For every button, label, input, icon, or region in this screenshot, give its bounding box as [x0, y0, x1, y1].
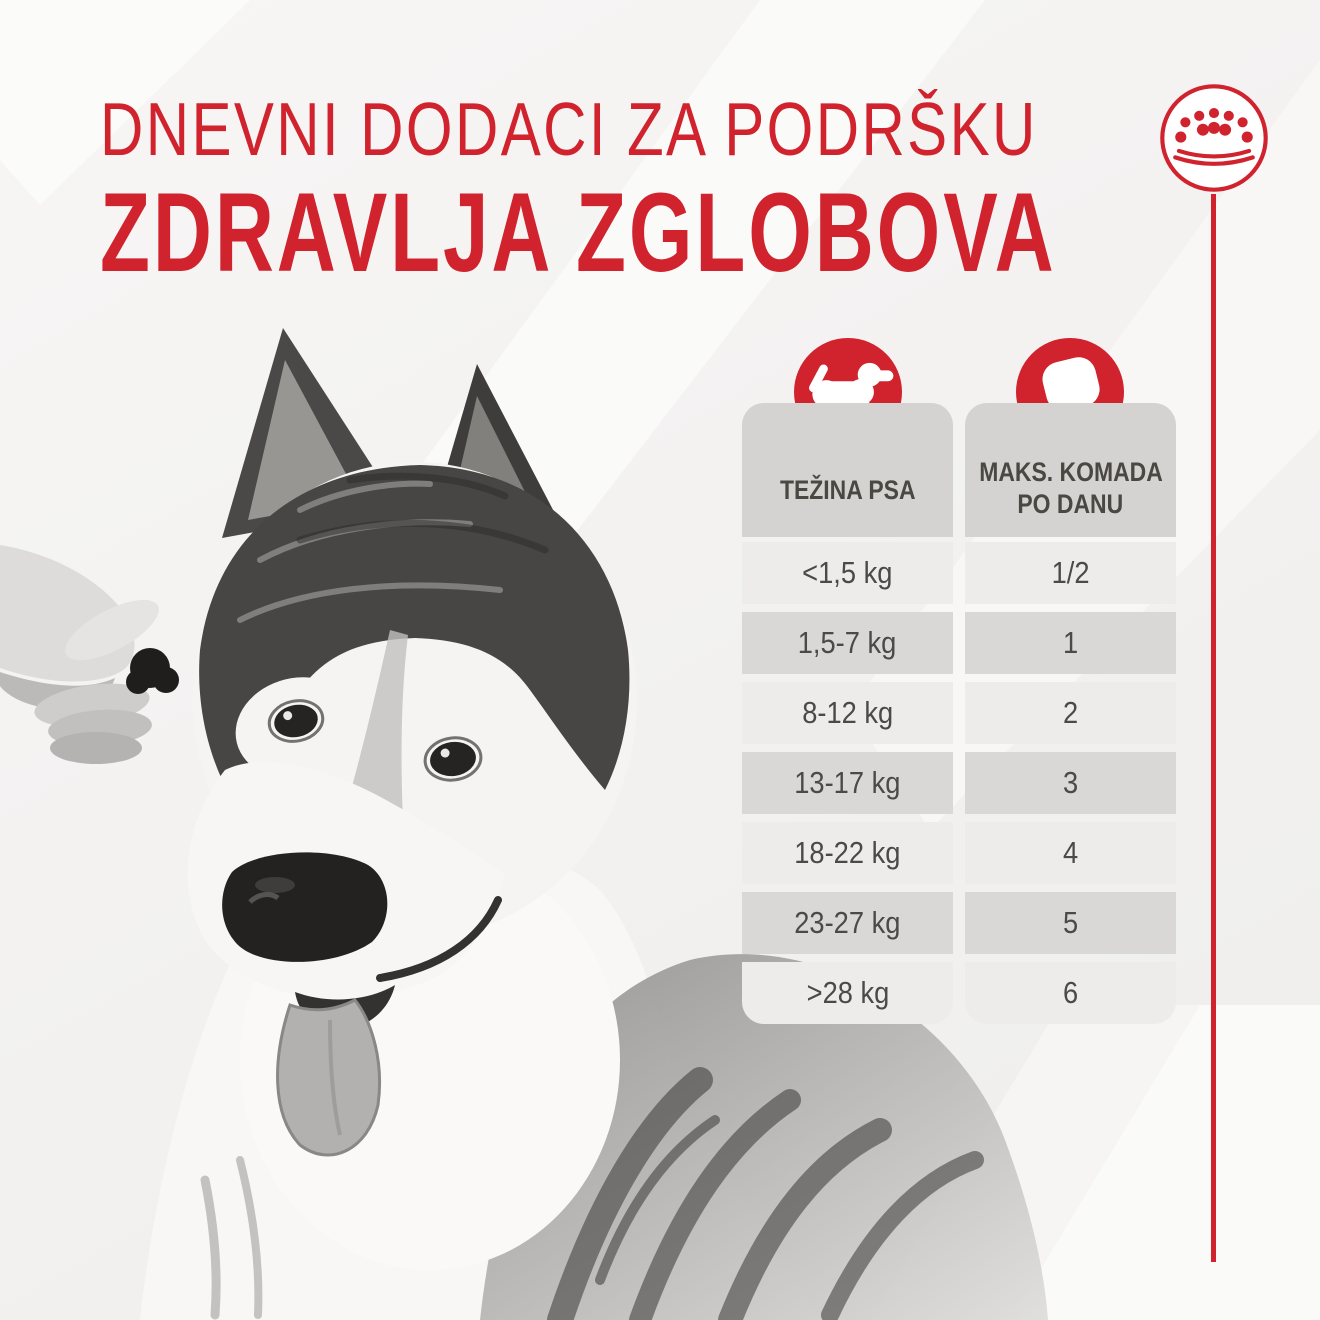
- pieces-cell: 6: [965, 962, 1176, 1024]
- table-row: 8-12 kg 2: [742, 682, 1176, 744]
- table-row: >28 kg 6: [742, 962, 1176, 1024]
- crown-dots: [1175, 108, 1253, 143]
- pieces-cell: 2: [965, 682, 1176, 744]
- pieces-cell: 1/2: [965, 542, 1176, 604]
- dog-back-fur: [200, 954, 1048, 1320]
- background-chevron: [1010, 1005, 1320, 1320]
- header-max-pieces-line2: PO DANU: [1017, 489, 1124, 520]
- red-vertical-line: [1211, 194, 1216, 1262]
- dog-fur-streaks-dark: [296, 472, 549, 554]
- table-rows: <1,5 kg 1/2 1,5-7 kg 1 8-12 kg 2 13-17 k…: [742, 542, 1176, 1024]
- weight-cell: 8-12 kg: [742, 682, 953, 744]
- table-row: 1,5-7 kg 1: [742, 612, 1176, 674]
- header-max-pieces: MAKS. KOMADA PO DANU: [965, 403, 1176, 537]
- husky-dog-photo: [0, 328, 1048, 1320]
- header-weight-label: TEŽINA PSA: [779, 475, 916, 506]
- header-weight: TEŽINA PSA: [742, 403, 953, 537]
- table-header-row: TEŽINA PSA MAKS. KOMADA PO DANU: [742, 403, 1176, 537]
- pieces-cell: 3: [965, 752, 1176, 814]
- crown-base-arcs: [1173, 148, 1255, 166]
- title-line-2: ZDRAVLJA ZGLOBOVA: [100, 170, 1057, 295]
- royal-canin-crown-logo: [1160, 84, 1268, 192]
- treat: [126, 648, 179, 694]
- pieces-cell: 5: [965, 892, 1176, 954]
- header-max-pieces-line1: MAKS. KOMADA: [978, 457, 1163, 488]
- pieces-cell: 4: [965, 822, 1176, 884]
- title-line-1: DNEVNI DODACI ZA PODRŠKU: [100, 87, 1038, 171]
- table-row: 18-22 kg 4: [742, 822, 1176, 884]
- weight-cell: 1,5-7 kg: [742, 612, 953, 674]
- weight-cell: >28 kg: [742, 962, 953, 1024]
- dog-mask: [199, 465, 630, 792]
- hand-offering-treat: [0, 545, 179, 764]
- page-title: DNEVNI DODACI ZA PODRŠKU ZDRAVLJA ZGLOBO…: [100, 92, 1320, 289]
- dog-eye-right: [423, 736, 483, 782]
- dog-eye-left: [267, 699, 325, 743]
- dog-tongue: [276, 998, 382, 1157]
- table-row: 23-27 kg 5: [742, 892, 1176, 954]
- weight-cell: <1,5 kg: [742, 542, 953, 604]
- table-row: 13-17 kg 3: [742, 752, 1176, 814]
- table-row: <1,5 kg 1/2: [742, 542, 1176, 604]
- weight-cell: 18-22 kg: [742, 822, 953, 884]
- dog-mouth: [276, 896, 502, 1157]
- dog-nose: [222, 852, 388, 962]
- background-chevron: [0, 0, 250, 205]
- weight-cell: 13-17 kg: [742, 752, 953, 814]
- thumb: [65, 599, 159, 661]
- logo-circle: [1160, 84, 1268, 192]
- pieces-cell: 1: [965, 612, 1176, 674]
- weight-cell: 23-27 kg: [742, 892, 953, 954]
